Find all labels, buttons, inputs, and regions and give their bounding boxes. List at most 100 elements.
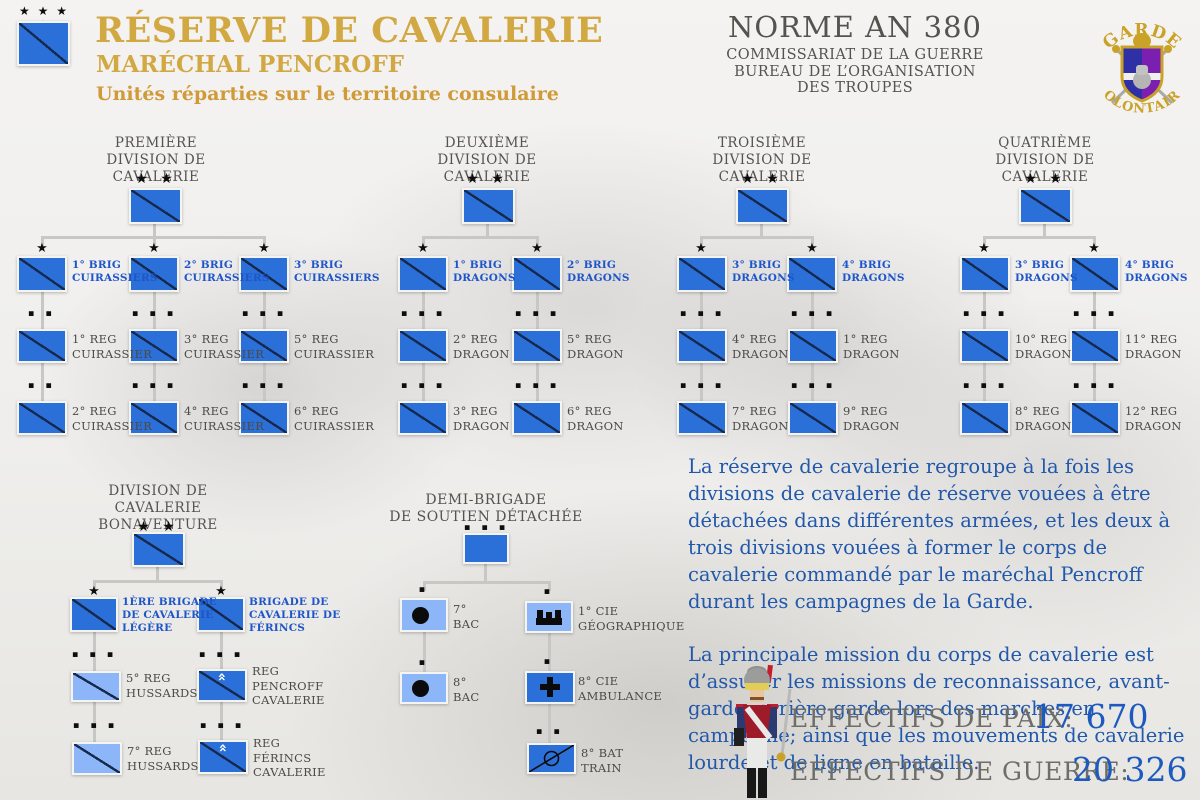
org-connector (263, 236, 266, 248)
regiment-unit-box (129, 329, 179, 363)
division-unit-box (1019, 188, 1072, 224)
support-unit-label: 1° CIE GÉOGRAPHIQUE (578, 604, 685, 633)
brigade-unit-box (787, 256, 837, 292)
regiment-label: 2° REG DRAGON (453, 332, 510, 361)
regiment-unit-box (788, 329, 838, 363)
regiment-unit-box: » (198, 740, 248, 774)
regiment-unit-box (17, 401, 67, 435)
support-unit-label: 8° CIE AMBULANCE (578, 674, 663, 703)
unit-dots: ▪ (418, 657, 430, 668)
regiment-label: 7° REG HUSSARDS (127, 744, 199, 773)
org-connector (811, 236, 814, 248)
org-connector (423, 581, 426, 591)
org-connector (93, 580, 96, 590)
org-connector (548, 633, 551, 671)
regiment-dots: ▪ ▪ ▪ (401, 308, 447, 319)
support-unit-box (400, 598, 448, 632)
brigade-star: ★ (88, 584, 100, 599)
org-connector (220, 580, 223, 590)
org-connector (156, 567, 159, 580)
support-unit-label: 8° BAC (453, 675, 480, 704)
org-connector (983, 236, 986, 248)
brigade-label: BRIGADE DE CAVALERIE DE FÉRINCS (249, 596, 341, 634)
unit-dots: ▪ (543, 656, 555, 667)
regiment-dots: ▪ ▪ ▪ (72, 649, 118, 660)
regiment-unit-box (677, 329, 727, 363)
description-paragraph: La réserve de cavalerie regroupe à la fo… (688, 455, 1171, 613)
regiment-unit-box (398, 329, 448, 363)
regiment-unit-box (1070, 329, 1120, 363)
brigade-unit-box (398, 256, 448, 292)
division-stars: ★ ★ (135, 171, 177, 187)
regiment-label: 4° REG CUIRASSIER (184, 404, 265, 433)
support-unit-label: 7° BAC (453, 602, 480, 631)
brigade-label: 3° BRIG DRAGONS (1015, 259, 1078, 284)
division-stars: ★ ★ (741, 171, 783, 187)
org-connector (1043, 224, 1046, 237)
brigade-star: ★ (215, 584, 227, 599)
brigade-unit-box (70, 597, 118, 632)
regiment-label: 12° REG DRAGON (1125, 404, 1182, 433)
regiment-dots: ▪ ▪ ▪ (1073, 308, 1119, 319)
org-connector (423, 581, 550, 584)
brigade-star: ★ (695, 241, 707, 256)
regiment-label: 8° REG DRAGON (1015, 404, 1072, 433)
division-stars: ★ ★ (1024, 171, 1066, 187)
brigade-star: ★ (148, 241, 160, 256)
regiment-dots: ▪ ▪ ▪ (680, 380, 726, 391)
page-tagline: Unités réparties sur le territoire consu… (96, 83, 559, 105)
regiment-dots: ▪ ▪ ▪ (791, 380, 837, 391)
org-connector (41, 236, 44, 248)
org-connector (422, 236, 425, 248)
regiment-unit-box (129, 401, 179, 435)
regiment-label: 2° REG CUIRASSIER (72, 404, 153, 433)
brigade-star: ★ (531, 241, 543, 256)
reserve-flag-icon (17, 21, 70, 66)
unit-dots: ▪ ▪ (536, 726, 564, 737)
division-title: DEUXIÈME DIVISION DE CAVALERIE (437, 135, 537, 185)
regiment-label: 5° REG CUIRASSIER (294, 332, 375, 361)
unit-dots: ▪ (543, 586, 555, 597)
double-chevron-icon: » (214, 672, 230, 682)
org-connector (486, 224, 489, 237)
brigade-label: 3° BRIG CUIRASSIERS (294, 259, 380, 284)
brigade-unit-box (1070, 256, 1120, 292)
regiment-dots: ▪ ▪ ▪ (200, 720, 246, 731)
regiment-unit-box: » (197, 669, 247, 702)
regiment-label: 3° REG DRAGON (453, 404, 510, 433)
effectifs-paix-value: 17 670 (1033, 697, 1149, 736)
regiment-unit-box (960, 401, 1010, 435)
org-connector (423, 632, 426, 672)
regiment-label: 4° REG DRAGON (732, 332, 789, 361)
division-title: QUATRIÈME DIVISION DE CAVALERIE (995, 135, 1095, 185)
org-connector (153, 224, 156, 237)
brigade-star: ★ (1088, 241, 1100, 256)
brigade-star: ★ (978, 241, 990, 256)
regiment-unit-box (960, 329, 1010, 363)
division-stars: ★ ★ (137, 519, 179, 535)
unit-dots: ▪ (418, 584, 430, 595)
regiment-dots: ▪ ▪ ▪ (963, 380, 1009, 391)
org-connector (760, 224, 763, 237)
regiment-dots: ▪ ▪ ▪ (791, 308, 837, 319)
norme-title: NORME AN 380 (728, 10, 982, 44)
support-unit-box (525, 601, 573, 633)
regiment-label: 3° REG CUIRASSIER (184, 332, 265, 361)
train-circle-icon (529, 745, 574, 772)
regiment-label: REG PENCROFF CAVALERIE (252, 664, 325, 707)
support-unit-box (525, 671, 575, 704)
regiment-label: 5° REG DRAGON (567, 332, 624, 361)
effectifs-guerre-label: EFFECTIFS DE GUERRE: (790, 757, 1130, 786)
brigade-label: 4° BRIG DRAGONS (842, 259, 905, 284)
org-connector (153, 236, 156, 248)
brigade-unit-box (960, 256, 1010, 292)
regiment-unit-box (512, 329, 562, 363)
soldier-illustration (734, 664, 792, 798)
regiment-unit-box (512, 401, 562, 435)
support-unit-box (527, 743, 576, 774)
regiment-dots: ▪ ▪ ▪ (1073, 380, 1119, 391)
regiment-unit-box (677, 401, 727, 435)
regiment-label: 1° REG CUIRASSIER (72, 332, 153, 361)
regiment-unit-box (71, 671, 121, 702)
